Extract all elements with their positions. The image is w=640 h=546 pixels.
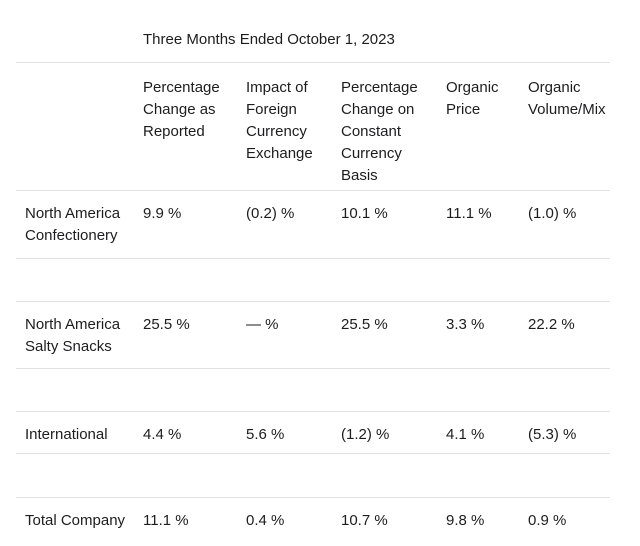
column-header-constant-currency: Percentage Change on Constant Currency B… xyxy=(341,79,418,184)
cell-value: 25.5 % xyxy=(143,316,190,333)
spacer-row xyxy=(16,258,610,301)
cell-value: (1.0) % xyxy=(528,205,577,222)
cell-value: (1.2) % xyxy=(341,426,390,443)
cell-value: 9.8 % xyxy=(446,512,485,529)
cell-value: 25.5 % xyxy=(341,316,388,333)
table-row-north-america-confectionery: North America Confectionery 9.9 % (0.2) … xyxy=(16,190,610,258)
spacer-row xyxy=(16,368,610,411)
cell-value: 5.6 % xyxy=(246,426,285,443)
column-header-organic-price: Organic Price xyxy=(446,79,499,118)
cell-value: 11.1 % xyxy=(143,512,189,529)
cell-value: 10.7 % xyxy=(341,512,388,529)
column-header-pct-change-reported: Percentage Change as Reported xyxy=(143,79,220,140)
table-row-total-company: Total Company 11.1 % 0.4 % 10.7 % 9.8 % … xyxy=(16,497,610,546)
segment-results-table: Percentage Change as Reported Impact of … xyxy=(16,62,610,546)
cell-value: (0.2) % xyxy=(246,205,295,222)
financial-results-page: Three Months Ended October 1, 2023 Perce… xyxy=(16,0,610,546)
spacer-row xyxy=(16,453,610,497)
row-label: International xyxy=(25,426,108,443)
cell-value: 11.1 % xyxy=(446,205,492,222)
column-header-fx-impact: Impact of Foreign Currency Exchange xyxy=(246,79,313,162)
cell-value: — % xyxy=(246,316,279,333)
cell-value: 4.4 % xyxy=(143,426,182,443)
cell-value: 3.3 % xyxy=(446,316,485,333)
row-label: North America Salty Snacks xyxy=(25,316,121,355)
row-label: North America Confectionery xyxy=(25,205,121,244)
cell-value: 4.1 % xyxy=(446,426,485,443)
cell-value: 10.1 % xyxy=(341,205,388,222)
cell-value: 22.2 % xyxy=(528,316,575,333)
header-row: Percentage Change as Reported Impact of … xyxy=(16,62,610,190)
table-row-international: International 4.4 % 5.6 % (1.2) % 4.1 % … xyxy=(16,411,610,453)
row-label: Total Company xyxy=(25,512,126,529)
table-period-caption: Three Months Ended October 1, 2023 xyxy=(143,31,395,48)
cell-value: (5.3) % xyxy=(528,426,577,443)
table-row-north-america-salty-snacks: North America Salty Snacks 25.5 % — % 25… xyxy=(16,301,610,368)
cell-value: 9.9 % xyxy=(143,205,182,222)
column-header-organic-volume-mix: Organic Volume/Mix xyxy=(528,79,606,118)
cell-value: 0.4 % xyxy=(246,512,285,529)
cell-value: 0.9 % xyxy=(528,512,567,529)
